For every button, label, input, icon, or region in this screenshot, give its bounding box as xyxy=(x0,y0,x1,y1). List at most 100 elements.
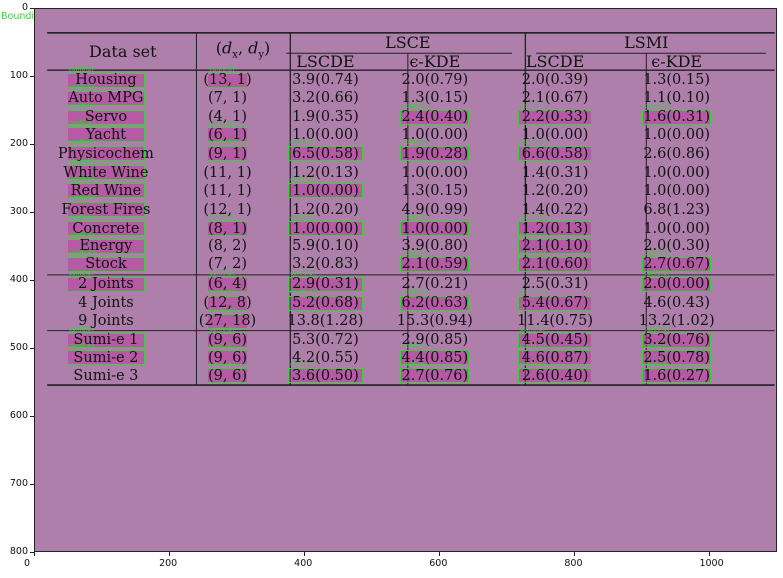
table-cell: 1.3(0.15) xyxy=(401,182,469,199)
table-cell: (13, 1) xyxy=(203,72,252,89)
dataset-name: Housing xyxy=(75,72,137,89)
table-cell: 2.4(0.40) xyxy=(401,109,469,126)
detection-box xyxy=(207,127,248,143)
header-sub-0: LSCDE xyxy=(296,52,355,72)
detection-box-tag: conf0.87 xyxy=(519,139,547,147)
table-cell: 1.0(0.00) xyxy=(292,220,359,237)
header-lsce: LSCE xyxy=(385,33,431,52)
table-rules xyxy=(47,31,775,386)
detection-box xyxy=(207,146,248,162)
table-cell: (11, 1) xyxy=(203,182,252,199)
table-cell: 4.6(0.43) xyxy=(643,295,711,312)
dataset-name: 9 Joints xyxy=(78,313,134,330)
detection-box xyxy=(288,183,363,199)
detection-box-tag: conf0.87 xyxy=(68,195,95,203)
detection-box-tag: conf0.87 xyxy=(290,288,317,296)
detection-box xyxy=(288,368,363,384)
header-sub-3: ϵ-KDE xyxy=(651,52,703,72)
table-cell: 1.2(0.20) xyxy=(292,201,359,218)
detection-box xyxy=(207,295,248,311)
table-cell: (7, 1) xyxy=(208,90,247,107)
detection-box xyxy=(66,127,146,143)
table-cell: 6.5(0.58) xyxy=(292,145,359,162)
x-tick-mark xyxy=(574,552,576,556)
detection-box xyxy=(400,221,470,237)
dataset-name: White Wine xyxy=(63,164,149,181)
detection-box-tag: conf0.87 xyxy=(402,249,429,257)
dataset-name: 2 Joints xyxy=(78,276,134,293)
dataset-name: Red Wine xyxy=(70,182,142,199)
x-tick-mark xyxy=(169,552,171,556)
table-cell: (6, 4) xyxy=(208,276,247,293)
detection-box-tag: conf0.87 xyxy=(644,343,671,351)
detection-box xyxy=(66,146,146,162)
detection-box-tag: conf0.87 xyxy=(290,214,317,222)
detection-box-tag: conf0.87 xyxy=(290,139,317,147)
table-cell: 2.1(0.60) xyxy=(521,256,589,272)
header-sub-1: ϵ-KDE xyxy=(409,52,461,72)
detection-box-tag: conf0.87 xyxy=(209,120,236,128)
table-cell: 3.2(0.83) xyxy=(292,256,359,272)
detection-box xyxy=(642,350,712,366)
dataset-name: Stock xyxy=(85,256,127,272)
detection-box-tag: conf0.87 xyxy=(68,158,95,166)
table-cell: 2.9(0.85) xyxy=(401,332,469,349)
y-tick-mark xyxy=(30,484,34,485)
detection-box-tag: conf0.87 xyxy=(519,361,547,369)
header-dims: (dx, dy) xyxy=(215,38,271,61)
table-cell: (6, 1) xyxy=(208,126,247,143)
y-tick-label: 500 xyxy=(9,342,28,353)
table-cell: (9, 6) xyxy=(208,367,247,384)
x-tick-label: 200 xyxy=(159,558,178,569)
y-tick-mark xyxy=(30,76,34,77)
table-cell: 11.4(0.75) xyxy=(517,313,594,330)
table-cell: (12, 1) xyxy=(203,201,252,218)
table-cell: 1.0(0.00) xyxy=(292,182,359,199)
table-cell: (8, 1) xyxy=(208,220,247,237)
detection-box-tag: conf0.87 xyxy=(519,249,547,257)
table-cell: 2.6(0.40) xyxy=(521,367,589,384)
detection-box-tag: conf0.87 xyxy=(402,139,429,147)
detection-box-tag: conf0.87 xyxy=(68,120,95,128)
detection-box xyxy=(288,221,363,237)
y-tick-mark xyxy=(30,348,34,349)
detection-box-tag: conf0.87 xyxy=(402,288,429,296)
detection-box-tag: conf0.87 xyxy=(68,214,95,222)
detection-box xyxy=(207,313,248,329)
dataset-name: Physicochem xyxy=(57,145,154,162)
detection-box-tag: conf0.87 xyxy=(209,288,236,296)
y-tick-label: 800 xyxy=(9,546,28,557)
header-lsmi: LSMI xyxy=(624,33,669,52)
table-cell: (4, 1) xyxy=(208,109,247,126)
table-cell: 5.4(0.67) xyxy=(521,295,589,312)
detection-box xyxy=(66,183,146,199)
detection-box-tag: conf0.87 xyxy=(290,269,317,277)
detection-box xyxy=(207,332,248,348)
detection-box xyxy=(288,146,363,162)
table-cell: 2.7(0.21) xyxy=(401,276,469,293)
detection-box xyxy=(517,350,593,366)
detection-box-tag: conf0.87 xyxy=(68,139,95,147)
detection-box-tag: conf0.87 xyxy=(402,361,429,369)
table-cell: 1.0(0.00) xyxy=(643,220,711,237)
detection-box xyxy=(207,276,248,292)
detection-box-tag: conf0.87 xyxy=(209,325,236,333)
table-cell: 1.6(0.27) xyxy=(643,367,711,384)
table-cell: 1.4(0.22) xyxy=(521,201,589,218)
detection-box-tag: conf0.87 xyxy=(519,214,547,222)
table-cell: (12, 8) xyxy=(203,295,252,312)
x-tick-mark xyxy=(34,552,35,556)
detection-box-tag: conf0.87 xyxy=(519,102,547,110)
x-tick-label: 400 xyxy=(294,558,313,569)
x-tick-label: 0 xyxy=(24,558,31,569)
detection-box-tag: conf0.87 xyxy=(209,306,236,314)
detection-box-tag: conf0.87 xyxy=(519,325,547,333)
y-tick-label: 200 xyxy=(9,138,28,149)
detection-box-tag: conf0.87 xyxy=(68,83,95,91)
detection-box-tag: conf0.87 xyxy=(644,249,671,257)
detection-box xyxy=(400,146,470,162)
table-cell: 2.1(0.59) xyxy=(401,256,469,272)
detection-box xyxy=(400,368,470,384)
detection-box xyxy=(517,146,593,162)
dataset-name: Forest Fires xyxy=(61,201,151,218)
